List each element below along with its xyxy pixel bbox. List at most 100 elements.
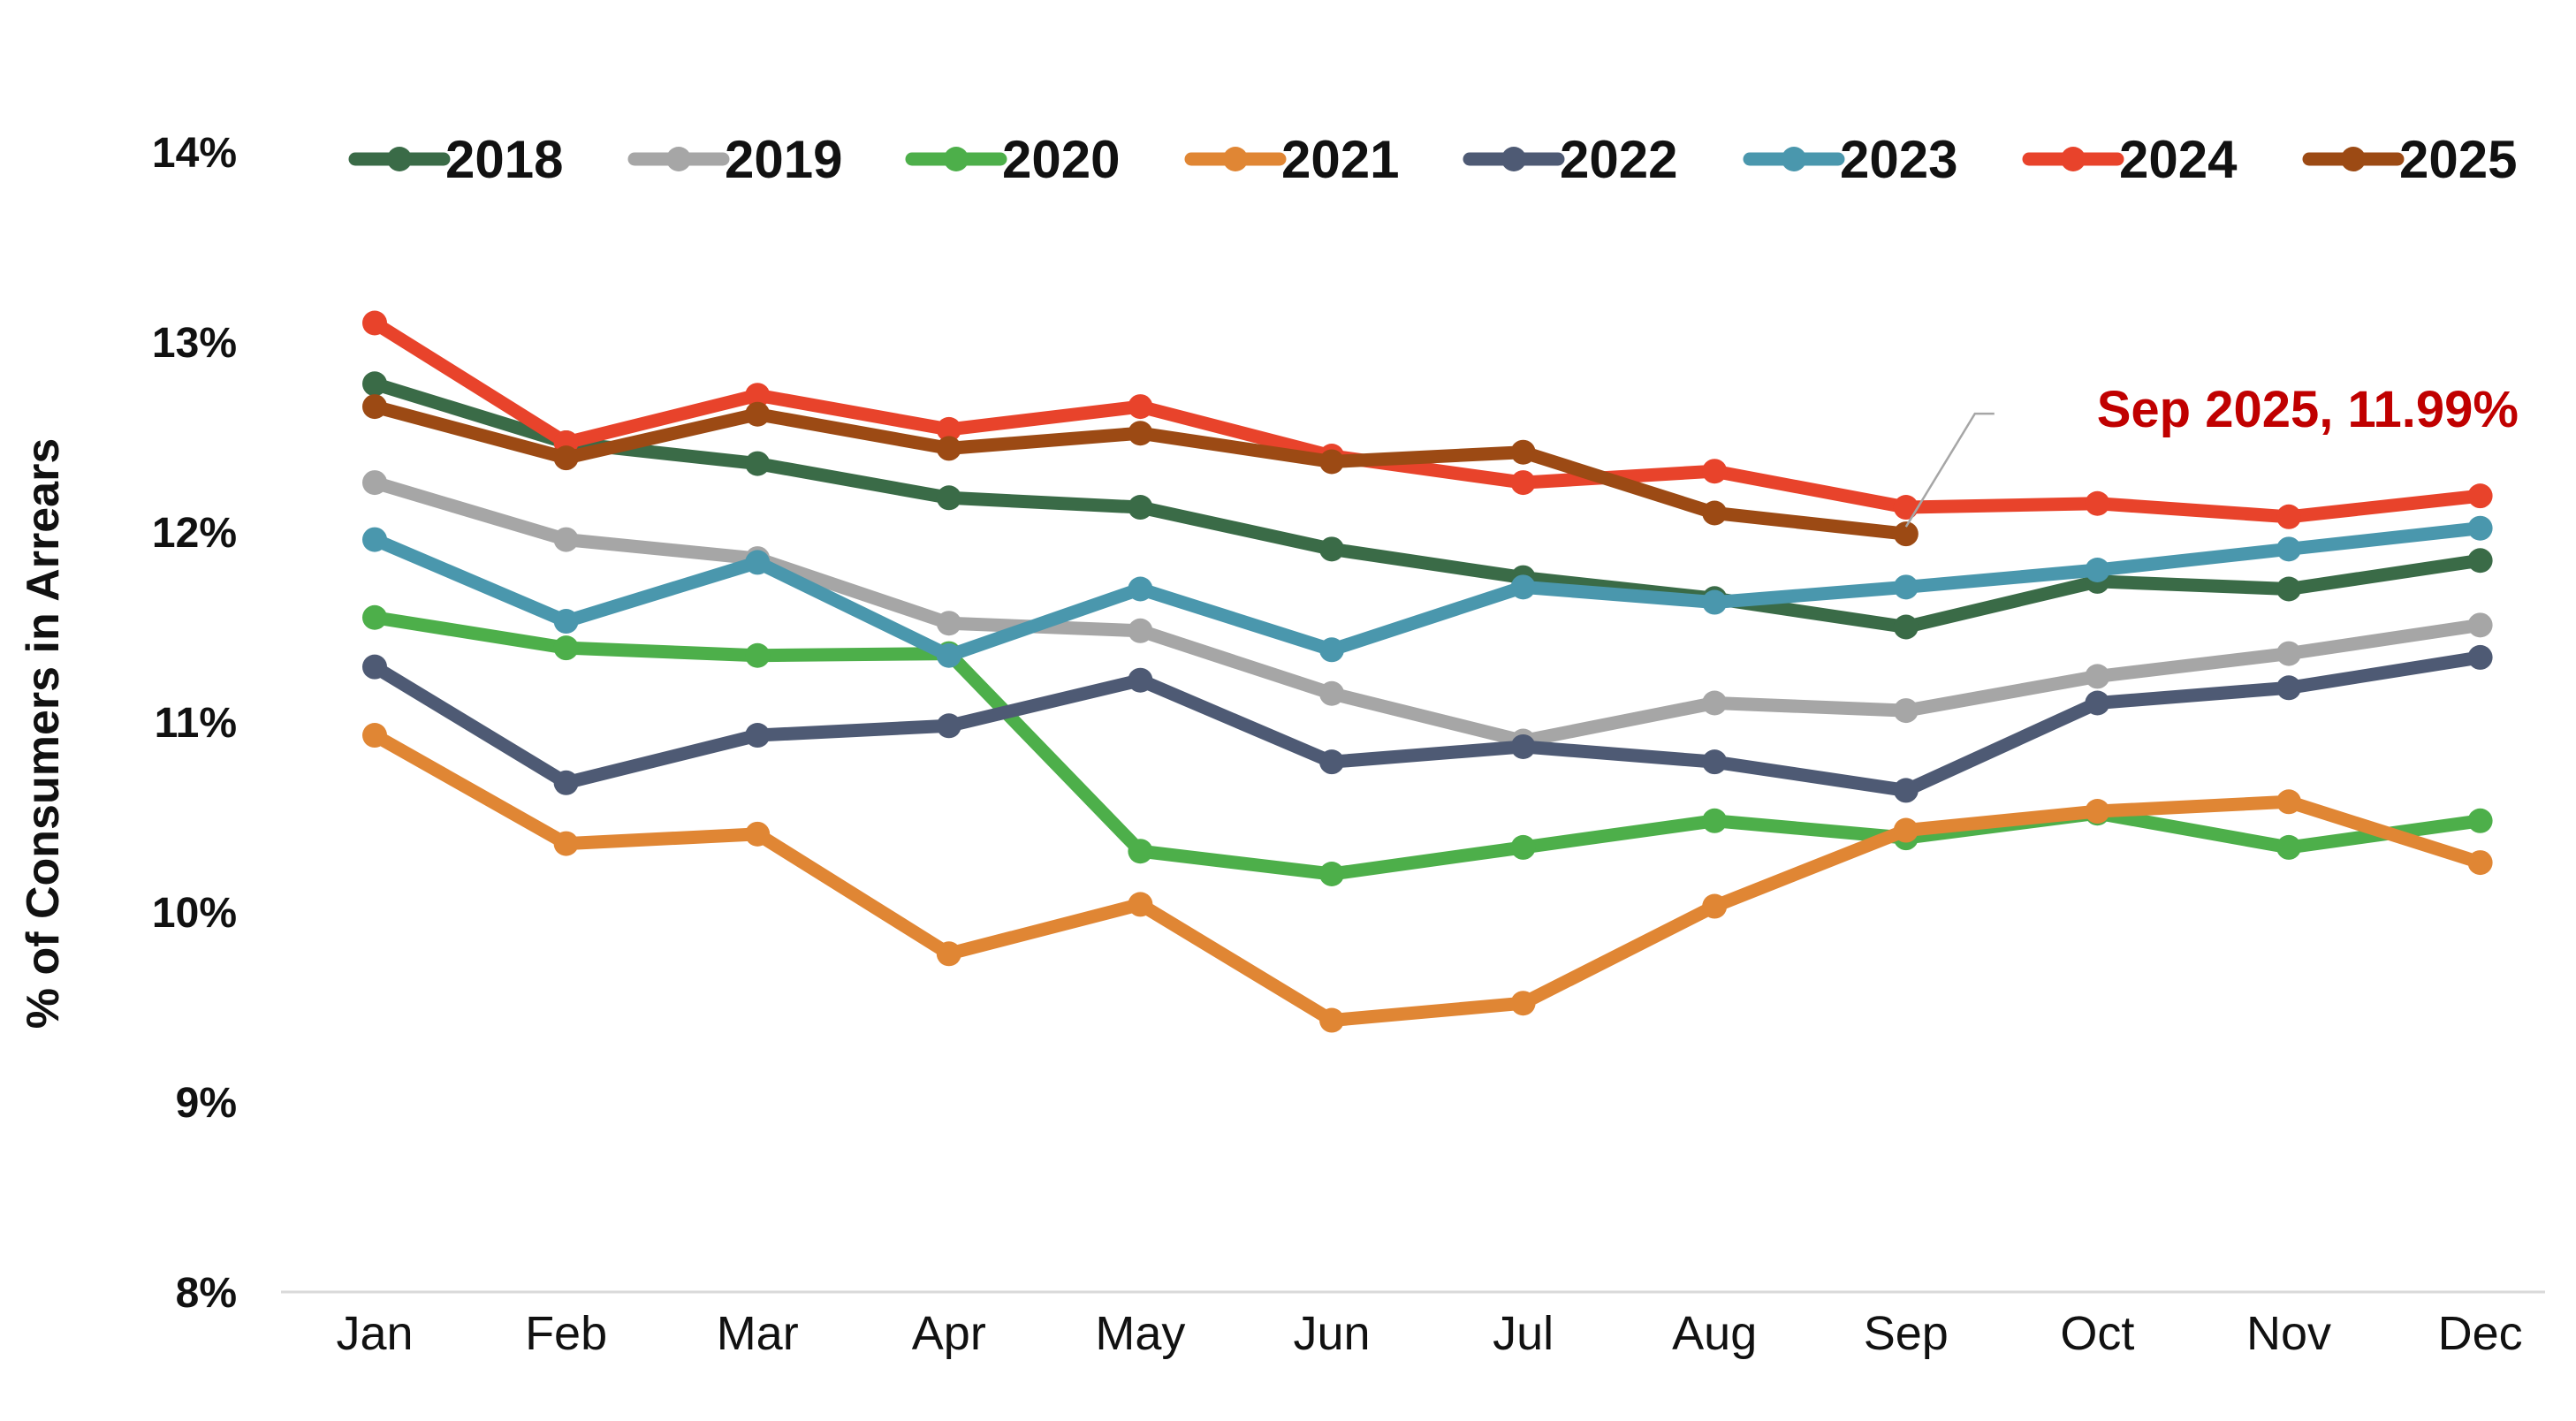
data-point-2023-Sep <box>1893 574 1919 600</box>
data-point-2024-Oct <box>2085 490 2110 516</box>
data-point-2019-Feb <box>553 527 579 552</box>
x-tick-label: Feb <box>525 1307 607 1360</box>
legend-swatch-marker <box>1782 147 1806 171</box>
legend-item-2020: 2020 <box>905 130 1120 189</box>
legend-label: 2022 <box>1560 130 1677 189</box>
data-point-2025-Feb <box>553 445 579 471</box>
data-point-2023-Jan <box>362 527 387 552</box>
data-point-2020-Feb <box>553 635 579 661</box>
data-point-2021-Jul <box>1510 991 1536 1016</box>
legend-item-2019: 2019 <box>627 130 842 189</box>
x-tick-label: May <box>1095 1307 1185 1360</box>
legend-item-2018: 2018 <box>348 130 563 189</box>
series-2023 <box>362 515 2493 668</box>
legend-swatch-marker <box>1223 147 1248 171</box>
data-point-2022-Aug <box>1702 749 1728 775</box>
data-point-2021-Jun <box>1319 1007 1344 1033</box>
annotation-group: Sep 2025, 11.99% <box>1904 381 2519 528</box>
x-tick-label: Nov <box>2246 1307 2331 1360</box>
legend-label: 2019 <box>725 130 842 189</box>
data-point-2018-Nov <box>2276 576 2301 602</box>
data-point-2024-Aug <box>1702 459 1728 484</box>
data-point-2021-Apr <box>936 941 961 967</box>
data-point-2019-Nov <box>2276 641 2301 666</box>
data-point-2018-Jan <box>362 371 387 397</box>
data-point-2021-Aug <box>1702 893 1728 919</box>
data-point-2021-Jan <box>362 723 387 748</box>
y-tick-label: 8% <box>176 1270 237 1317</box>
data-point-2020-Jul <box>1510 834 1536 860</box>
data-point-2021-Feb <box>553 831 579 856</box>
series-2025 <box>362 394 1919 547</box>
data-point-2019-Aug <box>1702 690 1728 716</box>
annotation-leader-line <box>1904 412 1995 528</box>
data-point-2023-Oct <box>2085 558 2110 582</box>
legend-item-2024: 2024 <box>2022 130 2238 189</box>
x-tick-label: Jan <box>336 1307 413 1360</box>
y-axis-title-group: % of Consumers in Arrears <box>18 438 69 1029</box>
data-point-2021-Oct <box>2085 799 2110 824</box>
data-point-2021-Nov <box>2276 789 2301 815</box>
legend-label: 2018 <box>445 130 563 189</box>
series-line-2022 <box>368 650 2488 797</box>
data-point-2024-Nov <box>2276 504 2301 529</box>
data-point-2023-Nov <box>2276 536 2301 562</box>
x-tick-labels: Jan Feb Mar Apr May Jun Jul Aug Sep Oct Nov Dec <box>336 1307 2522 1360</box>
y-tick-label: 14% <box>152 130 237 177</box>
data-point-2019-Apr <box>936 611 961 636</box>
data-point-2018-Jun <box>1319 536 1344 562</box>
series-line-2021 <box>368 728 2488 1028</box>
data-point-2022-Jan <box>362 654 387 680</box>
x-tick-label: Dec <box>2438 1307 2523 1360</box>
data-point-2022-Jul <box>1510 733 1536 759</box>
y-tick-label: 9% <box>176 1080 237 1127</box>
data-point-2020-Mar <box>745 642 771 668</box>
legend-label: 2020 <box>1002 130 1120 189</box>
data-point-2023-Apr <box>936 642 961 668</box>
data-point-2018-Sep <box>1893 614 1919 640</box>
legend-swatch-marker <box>2061 147 2086 171</box>
data-point-2022-Sep <box>1893 778 1919 803</box>
series-line-2023 <box>368 521 2488 663</box>
legend-label: 2025 <box>2399 130 2517 189</box>
legend-swatch-marker <box>666 147 691 171</box>
data-point-2018-May <box>1128 495 1153 521</box>
data-point-2025-Jan <box>362 394 387 420</box>
data-point-2022-Mar <box>745 723 771 748</box>
data-point-2025-Jul <box>1510 439 1536 465</box>
data-point-2020-Jun <box>1319 862 1344 886</box>
data-point-2024-Jul <box>1510 470 1536 496</box>
data-point-2025-Sep <box>1893 521 1919 547</box>
data-point-2021-Mar <box>745 821 771 847</box>
data-point-2019-May <box>1128 618 1153 643</box>
data-point-2018-Mar <box>745 451 771 476</box>
data-point-2023-Jun <box>1319 637 1344 663</box>
legend-swatch-marker <box>2341 147 2366 171</box>
legend: 2018 2019 2020 2021 2022 2023 2024 2025 <box>348 130 2517 189</box>
y-axis-title: % of Consumers in Arrears <box>18 438 69 1029</box>
legend-item-2025: 2025 <box>2302 130 2517 189</box>
series-2021 <box>362 723 2493 1033</box>
y-tick-labels: 8% 9% 10% 11% 12% 13% 14% <box>152 130 237 1317</box>
data-point-2023-Aug <box>1702 589 1728 615</box>
annotation-label: Sep 2025, 11.99% <box>2097 381 2519 438</box>
data-point-2023-Dec <box>2467 515 2493 541</box>
data-point-2025-Mar <box>745 401 771 427</box>
data-point-2024-Sep <box>1893 495 1919 521</box>
data-point-2024-Apr <box>936 416 961 442</box>
x-tick-label: Sep <box>1864 1307 1949 1360</box>
data-point-2023-Jul <box>1510 574 1536 600</box>
legend-swatch-marker <box>1501 147 1526 171</box>
data-point-2018-Dec <box>2467 548 2493 574</box>
legend-item-2023: 2023 <box>1743 130 1957 189</box>
series-line-2024 <box>368 316 2488 524</box>
data-point-2025-Jun <box>1319 449 1344 475</box>
x-tick-label: Jul <box>1493 1307 1554 1360</box>
data-point-2019-Oct <box>2085 664 2110 689</box>
data-point-2020-Nov <box>2276 834 2301 860</box>
data-point-2024-Jan <box>362 310 387 336</box>
data-point-2024-Dec <box>2467 483 2493 509</box>
series-2019 <box>362 470 2493 754</box>
